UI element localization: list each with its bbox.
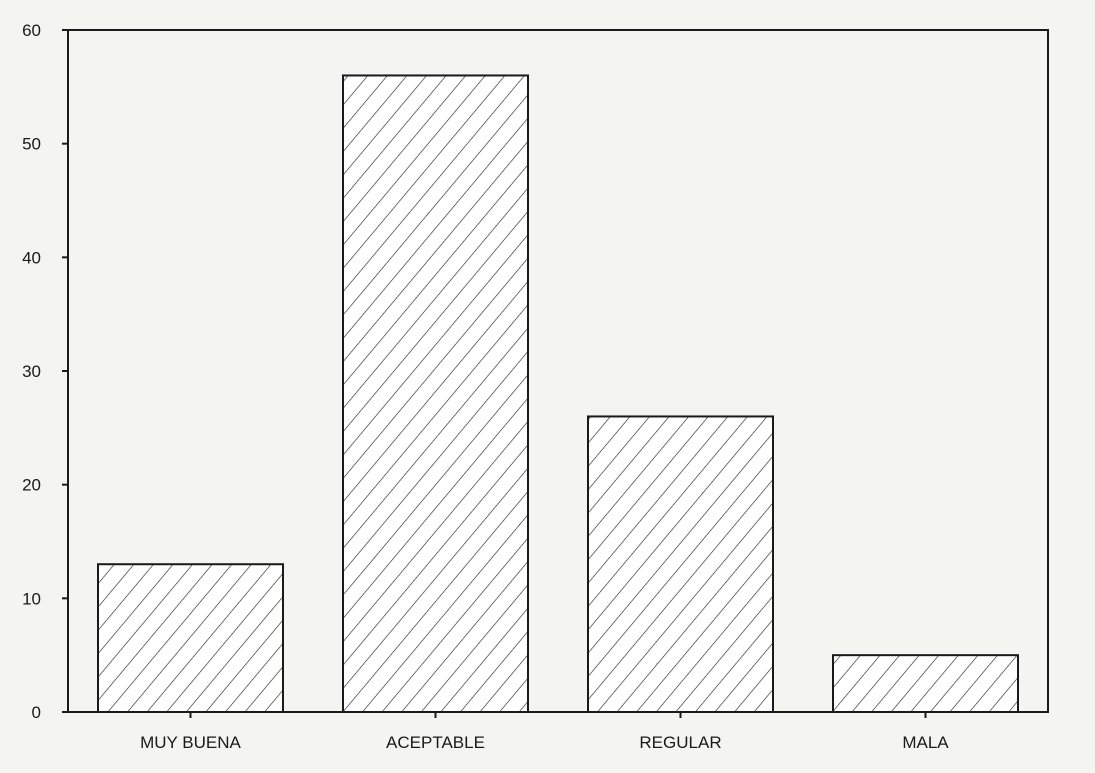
y-tick-label: 60 xyxy=(22,21,41,40)
y-axis: 0 10 20 30 40 50 60 xyxy=(22,21,68,722)
y-tick-label: 30 xyxy=(22,362,41,381)
y-tick-label: 10 xyxy=(22,589,41,608)
x-category-label: REGULAR xyxy=(639,733,721,752)
bar-aceptable xyxy=(342,74,529,713)
x-category-label: ACEPTABLE xyxy=(386,733,485,752)
y-tick-label: 0 xyxy=(32,703,41,722)
bars-group xyxy=(97,74,1019,714)
bar-regular xyxy=(587,415,774,713)
y-tick-label: 50 xyxy=(22,135,41,154)
x-category-label: MUY BUENA xyxy=(140,733,241,752)
x-category-label: MALA xyxy=(902,733,949,752)
y-tick-label: 20 xyxy=(22,476,41,495)
bar-muy-buena xyxy=(97,563,284,713)
x-axis: MUY BUENA ACEPTABLE REGULAR MALA xyxy=(140,712,949,752)
bar-mala xyxy=(832,654,1019,714)
y-tick-label: 40 xyxy=(22,248,41,267)
